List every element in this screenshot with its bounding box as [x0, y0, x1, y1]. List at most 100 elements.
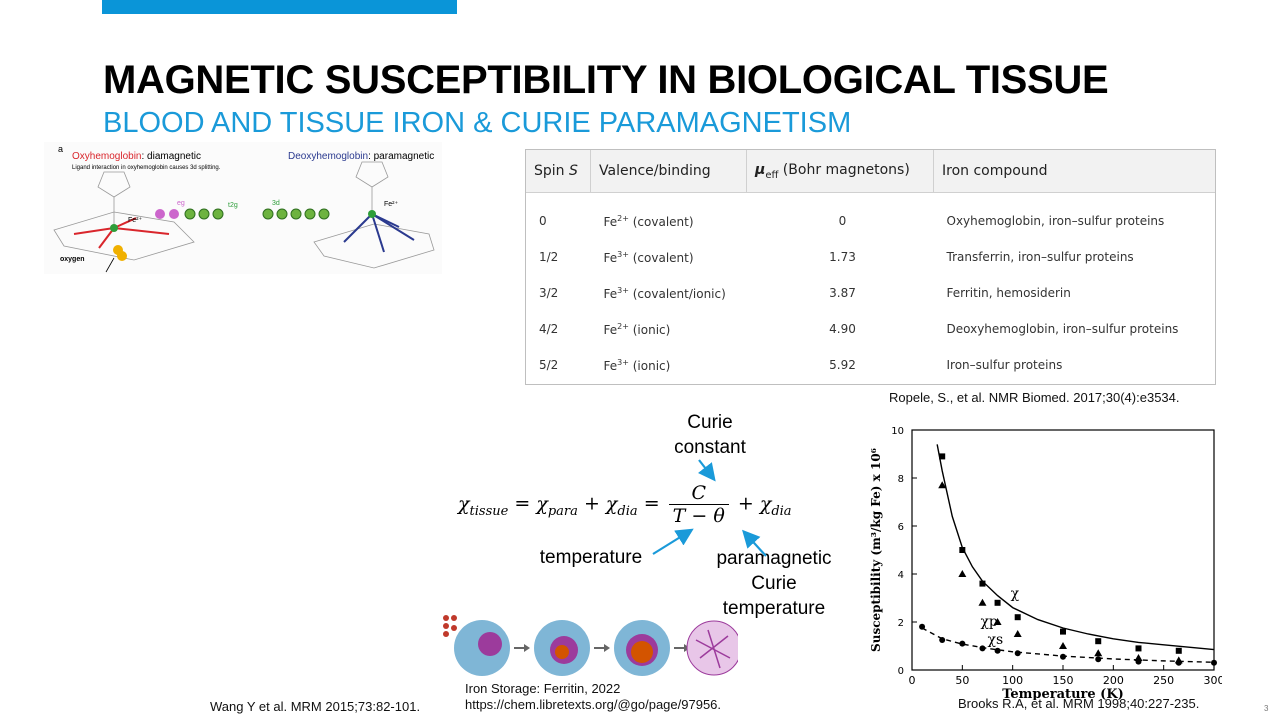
fit-curve	[921, 627, 1215, 664]
label-curie-constant: Curie constant	[674, 412, 746, 458]
susceptibility-chart: 0 50 100 150 200 250 300 0 2 4 6 8 10 Temperature (K)…	[862, 420, 1225, 702]
cell-mueff: 5.92	[829, 358, 856, 372]
deoxy-name: Deoxyhemoglobin	[288, 151, 369, 162]
data-point-triangle	[1134, 654, 1143, 661]
data-point-square	[1135, 645, 1142, 652]
citation-brooks: Brooks R.A, et al. MRM 1998;40:227-235.	[958, 696, 1200, 711]
x-tick-label: 100	[1002, 674, 1023, 687]
x-tick-label: 200	[1103, 674, 1124, 687]
oxygen-atom-2	[117, 251, 127, 261]
cell-mueff: 1.73	[829, 250, 856, 264]
data-point-triangle	[938, 481, 947, 489]
deoxy-label: Deoxyhemoglobin: paramagnetic	[288, 151, 434, 162]
cell-compound: Deoxyhemoglobin, iron–sulfur proteins	[946, 322, 1179, 336]
annotation-chi: χ	[1011, 586, 1020, 602]
citation-iron-storage-line1: Iron Storage: Ferritin, 2022	[465, 681, 621, 696]
data-point-circle	[959, 640, 966, 647]
y-tick-label: 2	[898, 618, 904, 629]
ferritin-stage-2	[534, 620, 590, 676]
x-tick-label: 250	[1153, 674, 1174, 687]
accent-bar	[102, 0, 457, 14]
y-tick-label: 0	[898, 666, 904, 677]
cell-valence: Fe3+ (ionic)	[603, 357, 671, 373]
x-tick-label: 300	[1204, 674, 1223, 687]
header-spin: Spin S	[526, 150, 591, 193]
slide-title: MAGNETIC SUSCEPTIBILITY IN BIOLOGICAL TI…	[103, 58, 1109, 102]
data-point-circle	[979, 645, 986, 652]
oxy-note: Ligand interaction in oxyhemoglobin caus…	[72, 165, 221, 171]
cell-spin: 1/2	[539, 250, 559, 264]
panel-letter: a	[58, 144, 64, 154]
eq-denominator: T − θ	[672, 505, 725, 527]
citation-wang: Wang Y et al. MRM 2015;73:82-101.	[210, 699, 421, 714]
data-point-triangle	[1013, 630, 1022, 637]
oxy-name: Oxyhemoglobin	[72, 151, 142, 162]
cell-valence: Fe3+ (covalent/ionic)	[603, 285, 726, 301]
cell-compound: Oxyhemoglobin, iron–sulfur proteins	[946, 214, 1165, 228]
deoxy-suffix: : paramagnetic	[368, 151, 435, 162]
eg-label: eg	[177, 200, 185, 207]
data-point-circle	[994, 647, 1001, 654]
curie-equation: χtissue = χpara + χdia = C T − θ + χdia	[458, 482, 792, 527]
cell-mueff: 0	[838, 214, 847, 228]
table-row: 4/2 Fe2+ (ionic) 4.90 Deoxyhemoglobin, iron…	[526, 311, 1215, 347]
data-point-circle	[939, 637, 946, 643]
data-point-square	[979, 580, 986, 587]
table-row: 0 Fe2+ (covalent) 0 Oxyhemoglobin, iron–sul…	[526, 193, 1215, 240]
data-point-triangle	[1094, 649, 1103, 657]
y-tick-label: 10	[891, 426, 904, 437]
chart-svg: 0 50 100 150 200 250 300 0 2 4 6 8 10 Temperature (K)…	[869, 426, 1225, 702]
deoxy-fe-atom	[368, 210, 376, 218]
ferritin-stage-4	[686, 620, 742, 676]
y-tick-label: 6	[898, 522, 904, 533]
data-point-triangle	[993, 618, 1002, 625]
annotation-chi-p: χp	[980, 614, 997, 630]
data-point-square	[959, 547, 966, 553]
3d-label: 3d	[272, 200, 280, 207]
fe-label-left: Fe²⁺	[128, 217, 143, 224]
hemoglobin-illustration	[44, 142, 442, 274]
cell-compound: Transferrin, iron–sulfur proteins	[946, 250, 1134, 264]
arrow-curie-constant	[697, 459, 716, 482]
ferritin-figure	[438, 610, 742, 682]
ferritin-stage-3	[614, 620, 670, 676]
cell-mueff: 4.90	[829, 322, 856, 336]
oxy-fe-atom	[110, 224, 118, 232]
data-point-triangle	[958, 570, 967, 577]
cell-spin: 3/2	[539, 286, 559, 300]
oxygen-label: oxygen	[60, 256, 85, 263]
cell-compound: Iron–sulfur proteins	[946, 358, 1063, 372]
data-point-circle	[1060, 653, 1066, 660]
y-tick-label: 4	[898, 570, 904, 581]
ferritin-stage-1	[454, 620, 510, 676]
cell-compound: Ferritin, hemosiderin	[946, 286, 1071, 300]
data-point-square	[1060, 628, 1066, 635]
oxy-bonds	[73, 217, 170, 249]
arrow-temperature	[652, 528, 694, 555]
cell-valence: Fe2+ (covalent)	[603, 213, 694, 229]
slide-subtitle: BLOOD AND TISSUE IRON & CURIE PARAMAGNET…	[103, 107, 852, 139]
citation-iron-storage-line2: https://chem.libretexts.org/@go/page/979…	[465, 697, 722, 712]
deoxy-bonds	[343, 213, 415, 253]
iron-atoms	[443, 615, 457, 637]
data-point-square	[1095, 638, 1102, 645]
eq-numerator: C	[668, 482, 729, 505]
header-compound: Iron compound	[933, 150, 1215, 193]
data-point-circle	[1211, 659, 1217, 666]
data-point-square	[939, 453, 946, 460]
data-point-circle	[1014, 650, 1021, 657]
fe-label-right: Fe²⁺	[384, 201, 399, 208]
table-row: 1/2 Fe3+ (covalent) 1.73 Transferrin, iron–…	[526, 239, 1215, 275]
label-temperature: temperature	[539, 547, 643, 568]
header-mueff: μeff (Bohr magnetons)	[746, 150, 934, 193]
data-point-triangle	[1059, 642, 1067, 649]
y-axis-label: Susceptibility (m³/kg Fe) x 10⁶	[869, 448, 883, 652]
fit-curve	[936, 444, 1215, 651]
data-point-triangle	[978, 598, 987, 606]
eq-chi-para: χpara	[536, 492, 578, 519]
annotation-chi-s: χs	[988, 632, 1004, 648]
cell-spin: 4/2	[539, 322, 559, 336]
cell-spin: 0	[539, 214, 547, 228]
data-point-circle	[1095, 656, 1102, 663]
x-tick-label: 50	[955, 674, 969, 687]
